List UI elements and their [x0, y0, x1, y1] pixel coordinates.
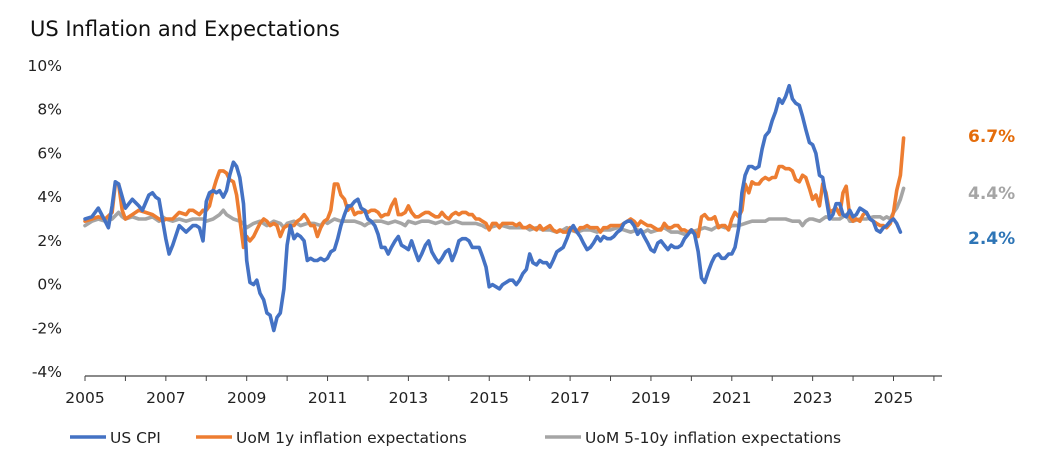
y-tick-label: 4%	[37, 188, 62, 206]
y-tick-label: 6%	[37, 144, 62, 162]
x-axis-tick-marks	[84, 376, 935, 381]
end-value-labels: 6.7% 4.4% 2.4%	[968, 127, 1015, 249]
x-tick-label: 2023	[793, 389, 832, 407]
end-label-uom-5-10y: 4.4%	[968, 184, 1015, 204]
y-tick-label: 10%	[28, 57, 62, 75]
x-axis-tick-labels: 2005 2007 2009 2011 2013 2015 2017 2019 2021 2023…	[65, 389, 913, 407]
y-axis-tick-labels: 10% 8% 6% 4% 2% 0% -2% -4%	[28, 57, 62, 381]
chart-title: US Inflation and Expectations	[30, 17, 340, 41]
series-line-uom-1y	[83, 136, 906, 250]
legend-label-uom-1y: UoM 1y inflation expectations	[236, 429, 467, 447]
x-tick-label: 2009	[227, 389, 266, 407]
x-tick-label: 2005	[65, 389, 104, 407]
x-tick-label: 2013	[389, 389, 428, 407]
y-tick-label: -2%	[32, 319, 62, 337]
series-lines	[83, 83, 906, 333]
end-label-us-cpi: 2.4%	[968, 229, 1015, 249]
y-tick-label: 0%	[37, 276, 62, 294]
x-tick-label: 2025	[874, 389, 913, 407]
series-line-uom-5-10y	[83, 186, 906, 237]
legend-label-uom-5-10y: UoM 5-10y inflation expectations	[585, 429, 841, 447]
x-tick-label: 2007	[146, 389, 185, 407]
y-tick-label: 2%	[37, 232, 62, 250]
y-tick-label: -4%	[32, 363, 62, 381]
x-tick-label: 2011	[308, 389, 347, 407]
x-tick-label: 2019	[631, 389, 670, 407]
x-tick-label: 2015	[470, 389, 509, 407]
legend-label-us-cpi: US CPI	[110, 429, 161, 447]
legend: US CPI UoM 1y inflation expectations UoM…	[70, 429, 841, 447]
y-tick-label: 8%	[37, 101, 62, 119]
end-label-uom-1y: 6.7%	[968, 127, 1015, 147]
x-tick-label: 2017	[550, 389, 589, 407]
x-tick-label: 2021	[712, 389, 751, 407]
series-line-us-cpi	[83, 83, 903, 333]
